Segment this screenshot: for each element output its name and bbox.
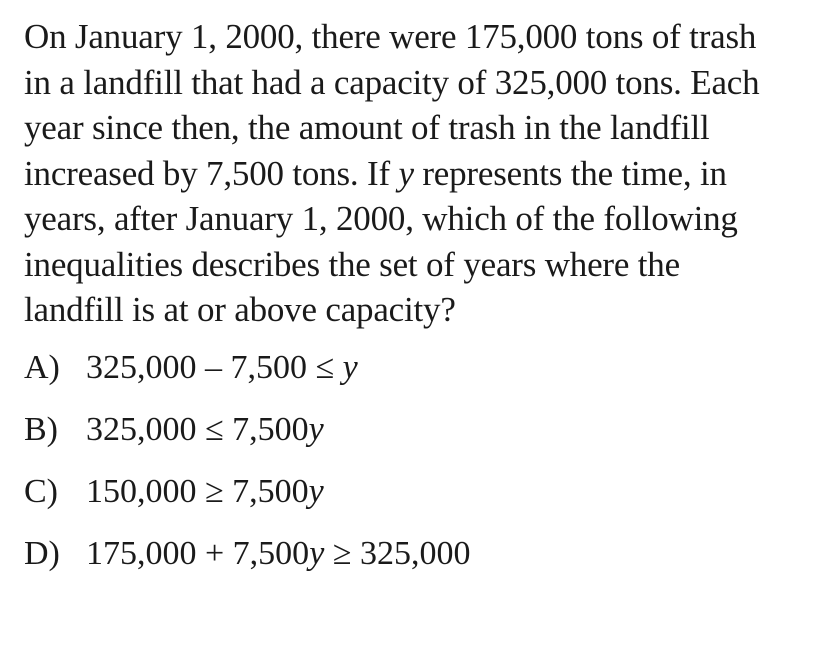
question-line-4: increased by 7,500 tons. If y represents… [24,151,824,197]
question-line-2: in a landfill that had a capacity of 325… [24,62,760,102]
question-text: On January 1, 2000, there were 175,000 t… [24,14,824,333]
choice-a[interactable]: A) 325,000 – 7,500 ≤ y [24,346,358,390]
choice-a-expression-pre: 325,000 – 7,500 ≤ [86,349,343,386]
choice-b-expression-pre: 325,000 ≤ 7,500 [86,411,309,448]
question-line-4-pre: increased by 7,500 tons. If [24,153,399,193]
choice-d-letter: D) [24,535,60,572]
variable-y: y [398,153,414,193]
choice-c-expression-pre: 150,000 ≥ 7,500 [86,473,309,510]
choice-b-variable: y [308,411,324,448]
choice-a-variable: y [342,349,358,386]
choice-c-letter: C) [24,473,58,510]
choice-b-letter: B) [24,411,58,448]
question-line-7: landfill is at or above capacity? [24,290,456,329]
question-line-5: years, after January 1, 2000, which of t… [24,199,738,238]
choice-d-expression-pre: 175,000 + 7,500 [86,535,310,572]
choice-d-expression-post: ≥ 325,000 [324,535,471,572]
choice-d[interactable]: D) 175,000 + 7,500y ≥ 325,000 [24,532,470,576]
question-line-4-post: represents the time, in [413,153,727,193]
choice-b[interactable]: B) 325,000 ≤ 7,500y [24,408,324,452]
choice-a-letter: A) [24,349,60,386]
question-line-1: On January 1, 2000, there were 175,000 t… [24,17,757,56]
choice-c[interactable]: C) 150,000 ≥ 7,500y [24,470,324,514]
choice-c-variable: y [308,473,324,510]
question-line-6: inequalities describes the set of years … [24,244,680,284]
choice-d-variable: y [309,535,325,572]
question-line-3: year since then, the amount of trash in … [24,108,710,147]
